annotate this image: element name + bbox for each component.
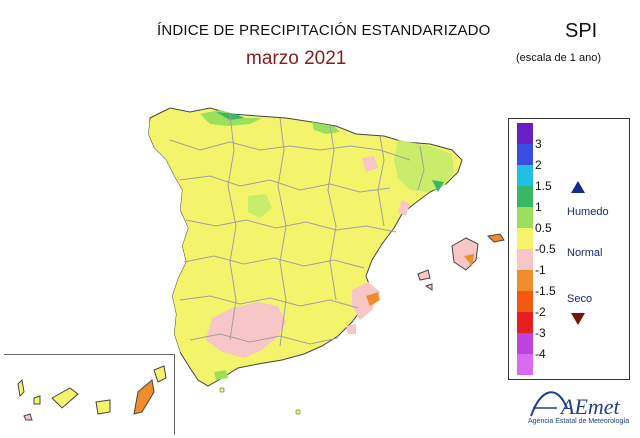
- wet-zone-center: [248, 194, 272, 218]
- wet-zone-basque: [312, 122, 340, 134]
- legend-tick-label: 1: [535, 200, 542, 214]
- legend-tick-label: -0.5: [535, 242, 556, 256]
- ibiza: [417, 269, 431, 281]
- legend-swatch: [517, 123, 533, 144]
- legend-swatch: [517, 186, 533, 207]
- formentera: [424, 283, 433, 291]
- ceuta: [219, 387, 225, 393]
- logo-wordmark: AEmet: [559, 394, 621, 419]
- wet-arrow-icon: [571, 181, 585, 193]
- legend-swatch: [517, 165, 533, 186]
- legend-swatch: [517, 270, 533, 291]
- dry-zone-rioja: [362, 156, 378, 172]
- legend-tick-label: 3: [535, 137, 542, 151]
- lanzarote: [153, 365, 167, 383]
- melilla: [295, 409, 301, 415]
- legend-swatch: [517, 144, 533, 165]
- tenerife: [51, 387, 79, 409]
- dry-arrow-icon: [571, 313, 585, 325]
- dry-zone-almeria: [346, 324, 356, 334]
- fuerteventura: [133, 379, 155, 415]
- map-title: ÍNDICE DE PRECIPITACIÓN ESTANDARIZADO: [157, 22, 491, 39]
- dry-zone-murcia: [352, 282, 380, 320]
- legend: 3 2 1.5 1 0.5 -0.5 -1 -1.5 -2 -3 -4 Humedo Normal …: [508, 118, 630, 380]
- scale-note: (escala de 1 ano): [516, 52, 601, 64]
- map-subtitle: marzo 2021: [246, 48, 347, 69]
- logo-caption: Agencia Estatal de Meteorología: [528, 418, 630, 425]
- aemet-logo: AEmet: [530, 391, 621, 419]
- legend-tick-label: 0.5: [535, 221, 552, 235]
- mallorca: [451, 237, 479, 271]
- very-dry-zone-alicante: [366, 292, 380, 306]
- wet-zone-northeast: [394, 140, 454, 192]
- dry-zone-andalusia: [206, 302, 286, 358]
- legend-category-wet: Humedo: [567, 206, 609, 218]
- wet-zone-malaga: [214, 370, 228, 380]
- la-gomera: [33, 395, 41, 405]
- legend-swatch: [517, 312, 533, 333]
- legend-swatch: [517, 291, 533, 312]
- legend-tick-label: -1.5: [535, 284, 556, 298]
- legend-tick-label: 2: [535, 158, 542, 172]
- la-palma: [17, 378, 25, 398]
- legend-category-normal: Normal: [567, 247, 603, 259]
- canary-inset-frame: [4, 354, 175, 435]
- legend-category-dry: Seco: [567, 293, 593, 305]
- legend-swatch: [517, 333, 533, 354]
- dry-zone-castellon: [398, 200, 410, 216]
- province-borders: [169, 113, 425, 347]
- legend-swatch: [517, 207, 533, 228]
- legend-tick-label: -3: [535, 326, 546, 340]
- legend-swatch: [517, 354, 533, 375]
- gran-canaria: [95, 399, 111, 415]
- legend-tick-label: -4: [535, 347, 546, 361]
- very-wet-zone-catalonia: [432, 180, 444, 192]
- legend-swatch: [517, 228, 533, 249]
- el-hierro: [23, 413, 33, 421]
- menorca: [486, 233, 505, 243]
- legend-swatch: [517, 249, 533, 270]
- mallorca-dry: [464, 254, 474, 266]
- index-name: SPI: [565, 20, 598, 42]
- canary-islands: [17, 365, 167, 421]
- legend-tick-label: -1: [535, 263, 546, 277]
- legend-tick-label: 1.5: [535, 179, 552, 193]
- legend-tick-label: -2: [535, 305, 546, 319]
